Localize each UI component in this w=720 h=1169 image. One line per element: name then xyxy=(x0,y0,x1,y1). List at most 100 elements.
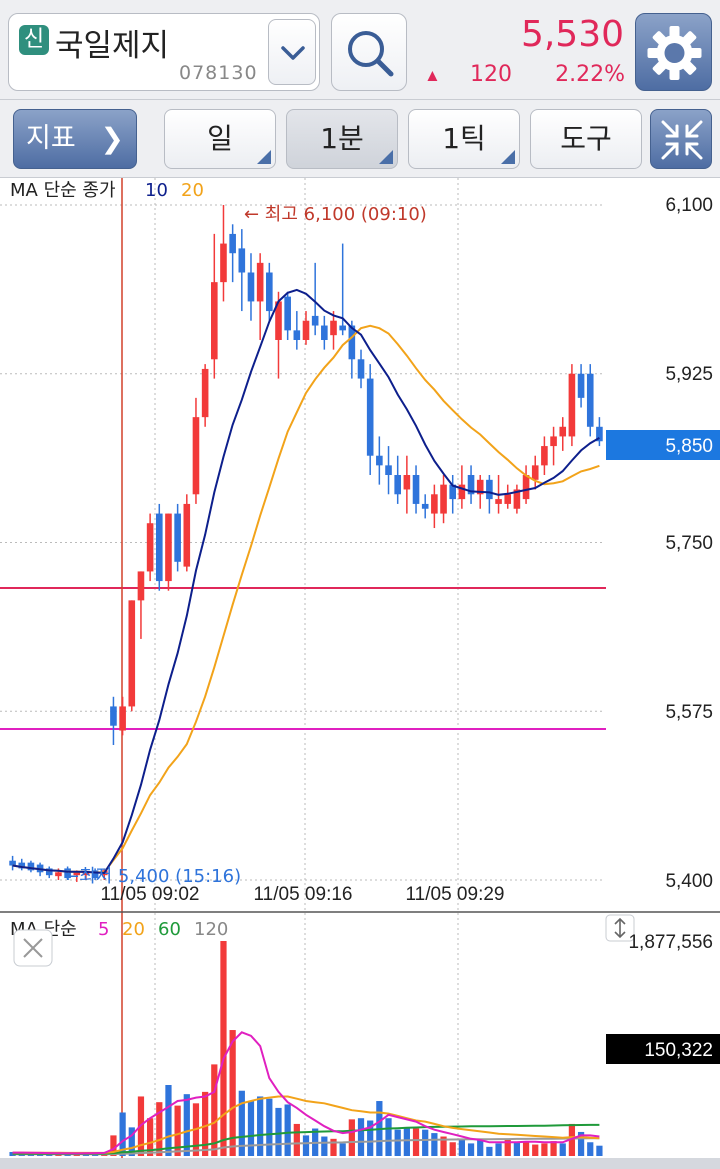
stock-header: 신 국일제지 078130 5,530 ▲ 120 2.22% xyxy=(0,0,720,100)
dropdown-corner-icon xyxy=(257,150,271,164)
candle-body xyxy=(302,320,310,340)
tools-label: 도구 xyxy=(560,122,612,155)
volume-bar xyxy=(357,1118,365,1156)
volume-bar xyxy=(385,1118,392,1156)
close-panel-button[interactable] xyxy=(13,929,53,967)
resize-icon xyxy=(614,917,626,939)
candles xyxy=(9,205,603,882)
candle-body xyxy=(192,417,200,495)
volume-bar xyxy=(247,1101,255,1156)
candle-body xyxy=(238,248,246,273)
volume-bar xyxy=(367,1120,374,1156)
volume-bar xyxy=(238,1090,245,1156)
x-tick-label: 11/05 09:16 xyxy=(254,884,353,905)
vol-ma20-line xyxy=(12,1095,600,1154)
vol-ma120-legend: 120 xyxy=(194,919,228,940)
candle-body xyxy=(586,373,594,427)
dropdown-corner-icon xyxy=(501,150,515,164)
candle-body xyxy=(55,872,62,877)
candle-body xyxy=(449,484,457,500)
stock-dropdown-button[interactable] xyxy=(268,19,316,85)
settings-button[interactable] xyxy=(635,13,712,91)
candle-body xyxy=(174,513,181,562)
y-tick-label: 5,750 xyxy=(665,533,713,554)
up-arrow-icon: ▲ xyxy=(424,66,441,85)
period-tick-button[interactable]: 1틱 xyxy=(408,109,520,169)
candle-body xyxy=(568,373,576,437)
candle-body xyxy=(504,494,512,504)
candle-body xyxy=(366,378,374,456)
credit-badge: 신 xyxy=(19,25,49,55)
price-change-pct: 2.22% xyxy=(555,62,625,87)
search-icon xyxy=(348,31,394,77)
y-tick-label: 5,575 xyxy=(665,702,713,723)
candle-body xyxy=(357,359,365,379)
candle-body xyxy=(467,475,475,495)
candle-body xyxy=(495,499,502,504)
candle-body xyxy=(348,325,356,360)
chevron-down-icon xyxy=(281,46,305,60)
candle-body xyxy=(183,503,191,567)
period-minute-button[interactable]: 1분 xyxy=(286,109,398,169)
gear-icon xyxy=(647,26,702,80)
price-legend-prefix: MA 단순 종가 xyxy=(10,180,116,201)
x-tick-label: 11/05 09:29 xyxy=(406,884,505,905)
candle-body xyxy=(403,475,411,490)
volume-bar xyxy=(467,1143,475,1156)
candle-body xyxy=(165,513,172,582)
volume-bar xyxy=(522,1141,530,1156)
stock-selector[interactable]: 신 국일제지 078130 xyxy=(8,13,320,91)
period-day-button[interactable]: 일 xyxy=(164,109,276,169)
current-price: 5,530 xyxy=(520,14,624,55)
candle-body xyxy=(513,489,521,509)
volume-max-label: 1,877,556 xyxy=(628,932,713,953)
candle-body xyxy=(45,868,53,876)
candle-body xyxy=(412,475,420,504)
current-volume-tag: 150,322 xyxy=(644,1040,713,1061)
candle-body xyxy=(110,706,117,726)
period-day-label: 일 xyxy=(207,122,233,155)
candle-body xyxy=(146,523,154,572)
close-icon xyxy=(23,938,43,958)
volume-bar xyxy=(128,1127,135,1156)
volume-bar xyxy=(495,1143,502,1156)
ma20-line xyxy=(12,324,600,874)
candle-body xyxy=(421,503,429,509)
volume-bar xyxy=(174,1105,181,1156)
x-tick-label: 11/05 09:02 xyxy=(101,884,200,905)
vol-ma20-legend: 20 xyxy=(122,919,145,940)
price-change: 120 xyxy=(470,62,512,87)
volume-bar xyxy=(202,1091,209,1156)
period-tick-label: 1틱 xyxy=(442,122,486,155)
chevron-right-icon: ❯ xyxy=(100,122,124,155)
resize-panel-button[interactable] xyxy=(605,914,635,942)
indicator-button[interactable]: 지표 ❯ xyxy=(13,109,137,169)
candle-body xyxy=(64,868,71,879)
candle-body xyxy=(9,860,16,866)
shrink-button[interactable] xyxy=(650,109,712,169)
indicator-label: 지표 xyxy=(26,123,76,154)
candle-body xyxy=(321,325,328,340)
stock-code: 078130 xyxy=(179,62,258,84)
candle-body xyxy=(596,426,603,442)
candle-body xyxy=(522,475,530,500)
tools-button[interactable]: 도구 xyxy=(530,109,642,169)
volume-bar xyxy=(119,1112,126,1156)
candle-body xyxy=(211,282,218,360)
candle-body xyxy=(73,872,81,876)
search-button[interactable] xyxy=(331,13,407,91)
vol-ma60-legend: 60 xyxy=(158,919,181,940)
volume-bar xyxy=(587,1142,594,1156)
volume-bar xyxy=(596,1145,603,1156)
candle-body xyxy=(531,465,539,480)
chart-area[interactable]: MA 단순 종가 10 20 ← 최고 6,100 (09:10) ←최저 5,… xyxy=(0,178,720,1158)
volume-bar xyxy=(422,1129,429,1156)
candle-body xyxy=(311,315,319,326)
ma10-legend: 10 xyxy=(145,180,168,201)
y-tick-label: 5,925 xyxy=(665,364,713,385)
volume-bar xyxy=(183,1094,190,1156)
ma20-legend: 20 xyxy=(181,180,204,201)
candle-body xyxy=(220,243,227,283)
bottom-scroll-bar[interactable] xyxy=(0,1158,720,1169)
dropdown-corner-icon xyxy=(379,150,393,164)
